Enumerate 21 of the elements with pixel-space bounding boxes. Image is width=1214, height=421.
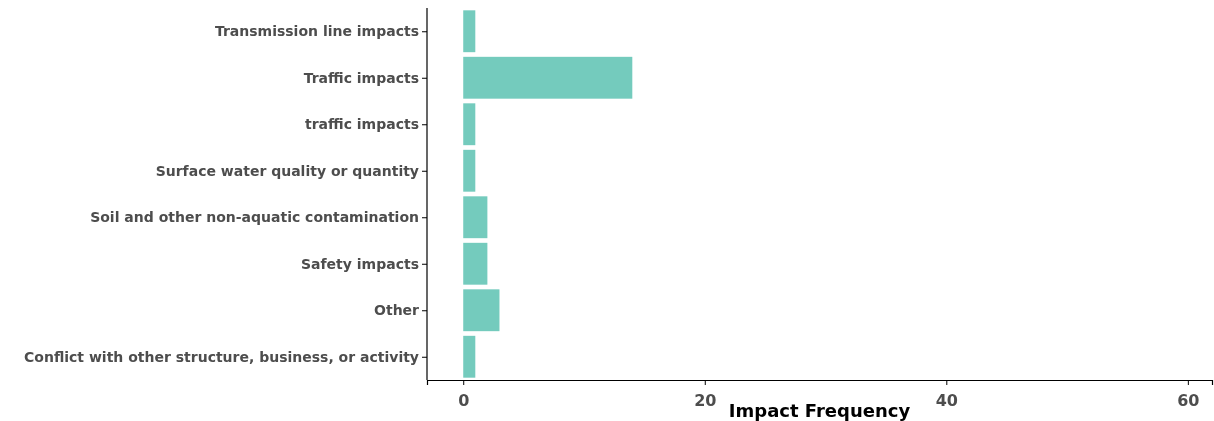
bar — [463, 289, 500, 332]
y-tick-label: Safety impacts — [301, 255, 419, 272]
x-tick-label: 0 — [458, 390, 470, 410]
y-tick-label: Traffic impacts — [303, 69, 419, 86]
y-tick-label: Other — [374, 302, 420, 319]
x-tick-label: 20 — [694, 390, 717, 410]
y-tick-label: Soil and other non-aquatic contamination — [90, 209, 419, 226]
y-tick-label: Conflict with other structure, business, or activity — [24, 348, 419, 365]
bar — [463, 56, 633, 99]
bar — [463, 196, 488, 239]
bar — [463, 10, 476, 53]
bar — [463, 335, 476, 378]
x-tick-label: 60 — [1177, 390, 1200, 410]
y-tick-label: Transmission line impacts — [214, 23, 419, 40]
bar — [463, 103, 476, 146]
y-tick-label: traffic impacts — [304, 116, 419, 133]
bar — [463, 242, 488, 285]
x-axis-title: Impact Frequency — [728, 400, 911, 421]
y-tick-label: Surface water quality or quantity — [155, 162, 419, 179]
bar — [463, 149, 476, 192]
x-tick-label: 40 — [935, 390, 958, 410]
